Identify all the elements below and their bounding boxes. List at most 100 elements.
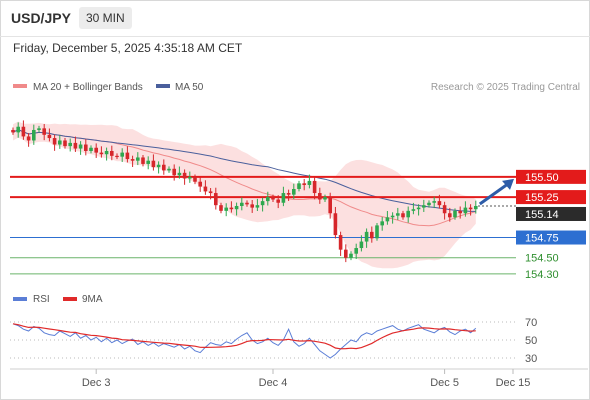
level-label-155-50: 155.50 (525, 172, 559, 184)
candle-body (380, 221, 384, 226)
candle (224, 203, 228, 217)
candle (21, 120, 26, 140)
rsi-legend-label: RSI (33, 294, 50, 305)
candle-body (240, 202, 244, 206)
candle-body (396, 213, 400, 216)
candle (474, 200, 478, 214)
rsi-ma-line (12, 323, 476, 350)
candle (115, 153, 119, 160)
candle (94, 143, 98, 158)
candle (11, 127, 15, 135)
ma20-legend-swatch (13, 84, 27, 88)
candle (141, 155, 145, 167)
candle (266, 191, 270, 206)
candle-body (11, 129, 15, 133)
level-box-155-50 (516, 169, 586, 184)
candle (151, 154, 156, 171)
candle-body (416, 207, 421, 210)
candle-body (104, 150, 109, 155)
candle-body (89, 147, 93, 151)
candle-body (110, 150, 114, 156)
ma20-legend-label: MA 20 + Bollinger Bands (33, 82, 143, 93)
forecast-arrow-shaft (478, 182, 509, 206)
candle (125, 146, 130, 163)
candle (73, 136, 78, 152)
candle (463, 201, 468, 217)
candle-body (37, 128, 41, 130)
candle (240, 197, 244, 211)
candle-body (422, 205, 426, 208)
candle (255, 198, 260, 211)
candle (203, 180, 208, 195)
candle (42, 123, 46, 141)
candle-body (32, 129, 36, 141)
candle (68, 138, 72, 152)
candle-body (453, 210, 457, 218)
candle-body (172, 168, 176, 176)
candle (156, 161, 161, 174)
candle-body (333, 213, 338, 236)
candle-body (474, 205, 478, 210)
candle (182, 169, 187, 185)
level-label-154-50: 154.50 (525, 253, 559, 265)
candle (130, 155, 135, 168)
candle-body (250, 204, 254, 208)
candle-body (245, 202, 249, 205)
candle (297, 180, 301, 192)
candle-body (271, 197, 275, 200)
candle (78, 141, 83, 155)
candle (162, 159, 166, 175)
candle-body (47, 134, 52, 139)
candle-body (427, 202, 431, 206)
x-tick-label: Dec 3 (82, 377, 111, 389)
candle-body (234, 205, 239, 210)
candle (354, 243, 358, 260)
candle (411, 202, 416, 215)
candle (312, 177, 317, 200)
candle (422, 199, 426, 212)
candle (52, 134, 57, 151)
candle-body (52, 138, 57, 145)
candle-body (432, 201, 436, 203)
candle (37, 125, 41, 133)
candle-body (58, 140, 62, 145)
candle-body (442, 205, 447, 214)
candle-body (182, 172, 187, 179)
chart-datetime: Friday, December 5, 2025 4:35:18 AM CET (13, 41, 243, 55)
candle (307, 174, 312, 189)
bollinger-band-area (13, 121, 476, 269)
candle-body (214, 193, 218, 206)
candle (338, 231, 343, 256)
candle-body (42, 128, 46, 135)
candle-body (297, 183, 301, 189)
candle (172, 164, 176, 181)
candle-body (151, 160, 156, 168)
candle-body (84, 144, 88, 151)
candles (11, 120, 478, 263)
candle (250, 199, 254, 213)
candle (193, 174, 197, 185)
candle-body (468, 207, 473, 210)
ma50-legend-label: MA 50 (175, 82, 204, 93)
last-price-label: 155.14 (525, 209, 559, 221)
candle-body (141, 157, 145, 164)
candle (271, 194, 275, 202)
candle-body (188, 176, 192, 179)
candle (375, 222, 379, 241)
candle-body (198, 181, 202, 187)
candle-body (463, 207, 468, 214)
candle-body (302, 183, 306, 185)
candle (214, 187, 218, 210)
bollinger-band (13, 121, 476, 269)
candle-body (224, 207, 228, 211)
candle-body (162, 164, 166, 171)
candle-body (307, 180, 312, 185)
candle-body (276, 199, 280, 203)
candle-body (219, 205, 223, 211)
candle (349, 251, 353, 261)
time-axis: Dec 3 Dec 4 Dec 5 Dec 15 (82, 369, 530, 389)
copyright-text: Research © 2025 Trading Central (431, 82, 580, 93)
candle (63, 138, 67, 149)
timeframe-badge[interactable]: 30 MIN (79, 7, 132, 29)
candle-body (63, 140, 67, 147)
